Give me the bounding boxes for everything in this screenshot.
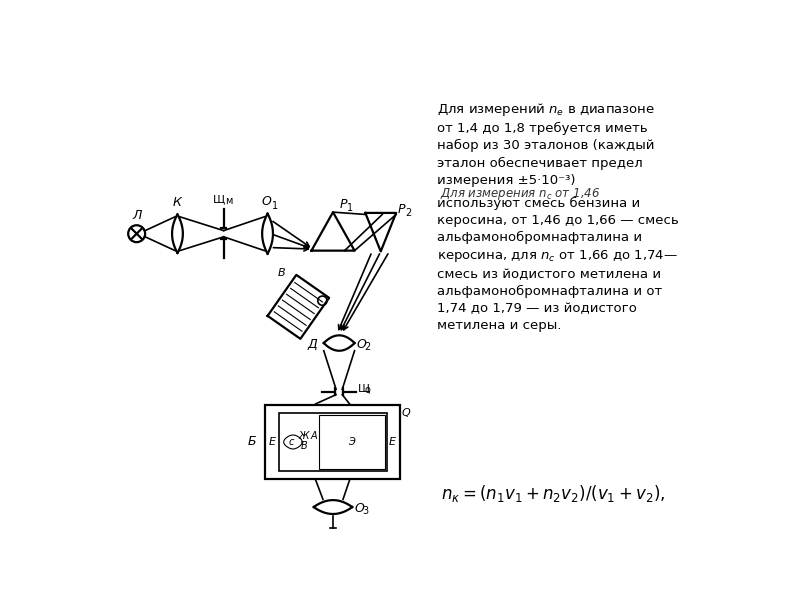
Bar [266,406,400,479]
Bar [279,413,387,471]
Text: $n_{\kappa} = (n_1 v_1 + n_2 v_2)/(v_1 + v_2),$: $n_{\kappa} = (n_1 v_1 + n_2 v_2)/(v_1 +… [441,484,665,505]
Text: Б: Б [247,436,256,448]
Text: Для измерений $n_e$ в диапазоне
от 1,4 до 1,8 требуется иметь
набор из 30 эталон: Для измерений $n_e$ в диапазоне от 1,4 д… [437,101,655,187]
Text: Щ: Щ [358,383,370,394]
Bar [319,415,385,469]
Text: о: о [365,385,370,395]
Text: O: O [261,194,271,208]
Text: В: В [300,441,307,451]
Text: используют смесь бензина и
керосина, от 1,46 до 1,66 — смесь
альфамонобромнафтал: используют смесь бензина и керосина, от … [437,197,678,332]
Text: O: O [354,502,365,515]
Text: 1: 1 [272,200,278,211]
Text: К: К [173,196,182,209]
Text: Щ: Щ [213,194,225,205]
Text: Для измерения $n_c$ от 1,46: Для измерения $n_c$ от 1,46 [440,186,600,202]
Text: Э: Э [349,437,355,447]
Text: Ж: Ж [298,431,309,441]
Text: 2: 2 [406,208,412,218]
Text: E: E [389,437,395,447]
Text: Р: Р [398,203,405,216]
Text: Д: Д [307,338,317,351]
Text: В: В [278,268,286,278]
Text: Р: Р [339,197,346,211]
Text: 3: 3 [362,506,368,516]
Text: Л: Л [132,209,142,222]
Text: Q: Q [402,409,410,418]
Text: E: E [269,437,276,447]
Text: с: с [289,437,294,447]
Text: 2: 2 [365,342,371,352]
Text: А: А [310,431,317,441]
Text: O: O [357,338,366,351]
Text: м: м [226,196,233,206]
Text: 1: 1 [347,203,353,213]
